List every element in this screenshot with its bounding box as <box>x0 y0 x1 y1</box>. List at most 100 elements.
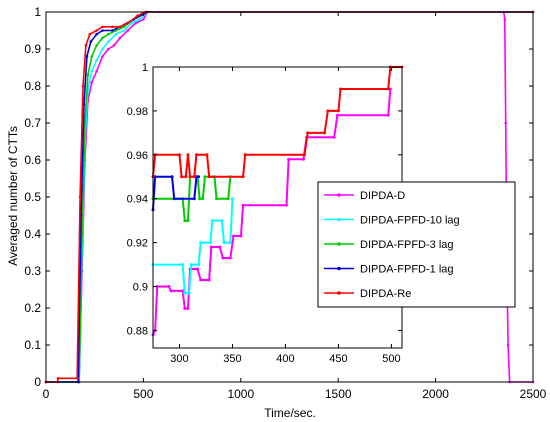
main-series-1-point <box>107 40 110 43</box>
inset-x-tick-label: 300 <box>170 353 188 365</box>
inset-series-4-point <box>303 153 307 157</box>
inset-series-line-4 <box>152 66 402 178</box>
main-series-0-point <box>118 36 122 40</box>
main-y-tick-label: 0.3 <box>24 264 41 278</box>
inset-y-tick-label: 1 <box>142 62 148 74</box>
main-series-1-point <box>114 32 118 36</box>
inset-series-1-point <box>181 263 185 267</box>
inset-series-1-point <box>199 241 203 245</box>
inset-series-4-point <box>326 109 330 113</box>
main-series-4-point <box>110 25 114 29</box>
legend-entry-label: DIPDA-FPFD-3 lag <box>360 239 454 251</box>
main-series-3-point <box>101 29 104 32</box>
legend-entry-label: DIPDA-FPFD-1 lag <box>360 264 454 276</box>
inset-series-4-point <box>336 109 340 113</box>
inset-series-2-point <box>226 197 230 201</box>
inset-series-0-point <box>287 157 291 161</box>
inset-series-3-point <box>194 175 198 179</box>
inset-series-3-point <box>170 175 174 179</box>
inset-series-1-point <box>187 291 191 295</box>
main-series-4-point <box>118 25 122 29</box>
main-series-4-point <box>75 377 79 380</box>
legend-swatch-marker <box>337 242 341 246</box>
main-x-tick-label: 1000 <box>227 387 254 401</box>
legend-swatch-marker <box>337 217 341 222</box>
legend: DIPDA-D DIPDA-FPFD-10 lag DIPDA-FPFD-3 lag… <box>317 181 516 308</box>
main-series-0-point <box>126 29 130 32</box>
inset-series-4-point <box>194 153 198 157</box>
inset-series-1-point <box>228 241 232 245</box>
x-axis-label: Time/sec. <box>264 406 316 420</box>
main-series-1-point <box>101 47 104 51</box>
inset-series-2-point <box>186 219 190 223</box>
main-y-tick-label: 0.8 <box>24 79 41 93</box>
inset-series-1-point <box>210 219 214 223</box>
inset-x-tick-label: 450 <box>329 353 347 365</box>
main-series-0-point <box>90 81 94 84</box>
main-series-3-point <box>110 29 114 32</box>
main-series-3-point <box>85 55 89 58</box>
main-y-tick-label: 0.2 <box>24 301 41 315</box>
inset-x-tick-label: 500 <box>382 353 400 365</box>
inset-series-0-point <box>221 256 225 260</box>
inset-series-0-point <box>285 203 289 207</box>
inset-y-tick-label: 0.92 <box>127 238 148 250</box>
main-series-4-point <box>84 44 88 47</box>
inset-series-0-point <box>186 306 190 310</box>
inset-series-1-point <box>220 219 224 223</box>
inset-series-0-point <box>183 306 187 310</box>
inset-series-0-point <box>207 278 211 282</box>
inset-series-1-point <box>230 197 234 201</box>
main-series-2-point <box>90 55 94 58</box>
inset-series-1-point <box>222 241 226 245</box>
inset-series-0-point <box>181 289 185 293</box>
inset-series-1-point <box>183 291 187 295</box>
inset-series-2-point <box>215 197 219 201</box>
main-x-tick-label: 500 <box>133 387 153 401</box>
inset-series-4-point <box>186 153 190 157</box>
legend-entry-label: DIPDA-Re <box>360 288 411 300</box>
main-series-0-point <box>95 69 98 73</box>
inset-series-1-point <box>197 263 201 267</box>
inset-series-3-point <box>172 197 176 201</box>
inset-series-4-point <box>339 87 343 91</box>
main-series-0-point <box>506 343 510 347</box>
main-series-4-point <box>101 25 104 29</box>
inset-series-4-point <box>243 153 247 157</box>
legend-swatch-marker <box>337 193 341 197</box>
main-series-0-point <box>101 55 104 58</box>
inset-series-3-point <box>153 175 157 179</box>
inset-series-3-point <box>192 197 196 201</box>
inset-x-tick-label: 350 <box>223 353 241 365</box>
inset-series-2-point <box>183 219 187 223</box>
inset-series-0-point <box>386 113 390 117</box>
inset-series-2-point <box>198 197 202 201</box>
inset-series-2-point <box>201 197 205 201</box>
inset-series-4-point <box>306 131 310 135</box>
main-series-2-point <box>107 32 110 36</box>
main-y-tick-label: 0.9 <box>24 42 41 56</box>
inset-series-0-point <box>228 256 232 260</box>
inset-series-0-point <box>301 157 305 161</box>
main-y-tick-label: 0 <box>34 375 41 389</box>
inset-series-4-point <box>180 175 184 179</box>
inset-series-0-point <box>332 135 336 139</box>
inset-series-4-point <box>323 131 327 135</box>
inset-y-tick-label: 0.94 <box>127 194 148 206</box>
inset-series-0-point <box>169 289 173 293</box>
main-series-2-point <box>114 29 118 32</box>
inset-series-0-point <box>196 267 199 271</box>
inset-series-2-point <box>203 175 207 179</box>
main-y-tick-label: 0.7 <box>24 116 41 130</box>
main-series-0-point <box>504 121 508 125</box>
main-series-line-4 <box>46 11 533 383</box>
main-y-tick-label: 0.4 <box>24 227 41 241</box>
main-x-tick-label: 2000 <box>422 387 449 401</box>
main-series-4-point <box>88 32 92 36</box>
main-x-tick-label: 0 <box>43 387 50 401</box>
main-y-tick-label: 0.1 <box>24 338 41 352</box>
main-series-0-point <box>134 21 137 25</box>
inset-series-4-point <box>207 175 211 179</box>
main-series-3-point <box>89 40 93 43</box>
inset-series-4-point <box>188 175 192 179</box>
